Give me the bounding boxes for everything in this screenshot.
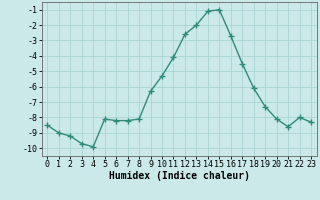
X-axis label: Humidex (Indice chaleur): Humidex (Indice chaleur) — [109, 171, 250, 181]
